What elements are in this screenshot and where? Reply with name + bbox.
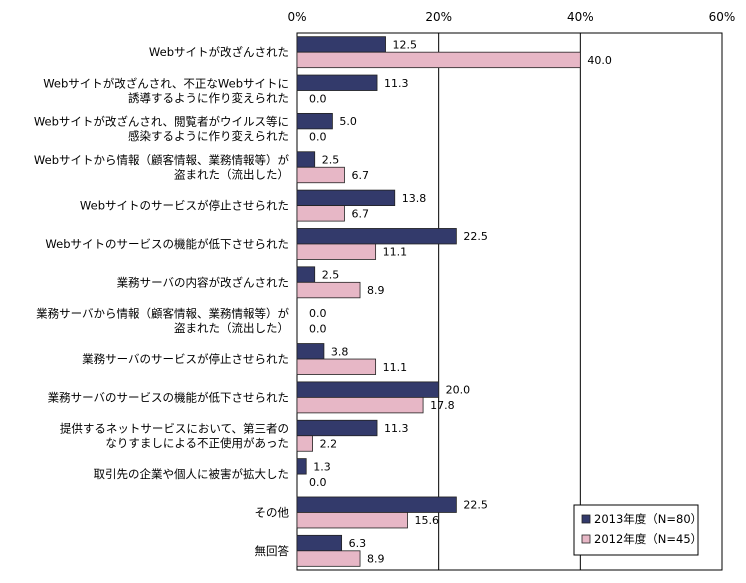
x-tick-label: 40% (567, 10, 594, 24)
bar (296, 112, 333, 130)
category-label: 感染するように作り変えられた (128, 129, 289, 143)
bar (296, 228, 457, 245)
data-label: 0.0 (309, 131, 327, 144)
category-label: 無回答 (255, 544, 290, 558)
category-label: Webサイトが改ざんされた (149, 45, 289, 59)
bar (296, 189, 396, 207)
bar (296, 381, 440, 398)
category-label: 業務サーバのサービスの機能が低下させられた (48, 390, 289, 404)
data-label: 2.2 (320, 438, 338, 451)
legend-label: 2012年度（N=45） (594, 532, 702, 546)
category-label: 盗まれた（流出した） (174, 168, 289, 182)
data-label: 11.1 (383, 246, 408, 259)
data-label: 12.5 (393, 38, 418, 51)
category-label: その他 (255, 505, 290, 519)
legend-label: 2013年度（N=80） (594, 512, 702, 526)
category-label: Webサイトから情報（顧客情報、業務情報等）が (34, 153, 290, 167)
legend-swatch (581, 514, 591, 524)
data-label: 17.8 (430, 399, 455, 412)
data-label: 3.8 (331, 345, 349, 358)
data-label: 5.0 (339, 115, 357, 128)
data-label: 15.6 (415, 514, 440, 527)
bar (296, 205, 345, 222)
data-label: 11.1 (383, 361, 408, 374)
legend-box (573, 504, 699, 556)
x-tick-label: 20% (425, 10, 452, 24)
bar (296, 51, 581, 69)
data-label: 2.5 (322, 269, 340, 282)
category-label: 業務サーバの内容が改ざんされた (117, 275, 289, 289)
category-label: 業務サーバから情報（顧客情報、業務情報等）が (36, 306, 289, 320)
x-tick-label: 0% (287, 10, 306, 24)
x-tick-label: 60% (709, 10, 736, 24)
category-label: Webサイトのサービスの機能が低下させられた (45, 237, 289, 251)
data-label: 40.0 (587, 54, 612, 67)
category-label: Webサイトが改ざんされ、不正なWebサイトに (43, 76, 289, 90)
category-label: 誘導するように作り変えられた (128, 91, 289, 105)
bar (296, 266, 316, 283)
data-label: 11.3 (384, 422, 409, 435)
category-label: なりすましによる不正使用があった (105, 436, 289, 450)
data-label: 22.5 (463, 499, 488, 512)
category-label: 提供するネットサービスにおいて、第三者の (60, 422, 289, 436)
data-label: 20.0 (446, 384, 471, 397)
bar (296, 343, 325, 360)
data-label: 8.9 (367, 284, 385, 297)
category-label: 取引先の企業や個人に被害が拡大した (94, 467, 290, 481)
bar (296, 496, 457, 513)
bar (296, 243, 377, 260)
data-label: 2.5 (322, 154, 340, 167)
bar (296, 435, 313, 452)
data-label: 11.3 (384, 77, 409, 90)
bar (296, 358, 377, 375)
data-label: 6.7 (351, 169, 369, 182)
bar (296, 419, 378, 437)
bar (296, 166, 345, 184)
data-label: 0.0 (309, 476, 327, 489)
bar (296, 74, 378, 91)
data-label: 1.3 (313, 460, 331, 473)
data-label: 13.8 (402, 192, 427, 205)
category-label: 業務サーバのサービスが停止させられた (82, 352, 289, 366)
data-label: 6.7 (351, 207, 369, 220)
bar (296, 36, 386, 53)
category-label: 盗まれた（流出した） (174, 321, 289, 335)
data-label: 0.0 (309, 307, 327, 320)
category-label: Webサイトのサービスが停止させられた (80, 199, 289, 213)
bar (296, 534, 343, 552)
bar (296, 512, 408, 529)
bar (296, 281, 361, 299)
data-label: 8.9 (367, 553, 385, 566)
data-label: 6.3 (349, 537, 367, 550)
plot-area (296, 32, 723, 571)
data-label: 22.5 (463, 230, 488, 243)
data-label: 0.0 (309, 322, 327, 335)
bar (296, 396, 424, 414)
bar (296, 151, 316, 168)
legend-swatch (581, 534, 591, 544)
bar (296, 550, 361, 567)
data-label: 0.0 (309, 92, 327, 105)
bar (296, 458, 307, 475)
category-label: Webサイトが改ざんされ、閲覧者がウイルス等に (34, 115, 289, 129)
